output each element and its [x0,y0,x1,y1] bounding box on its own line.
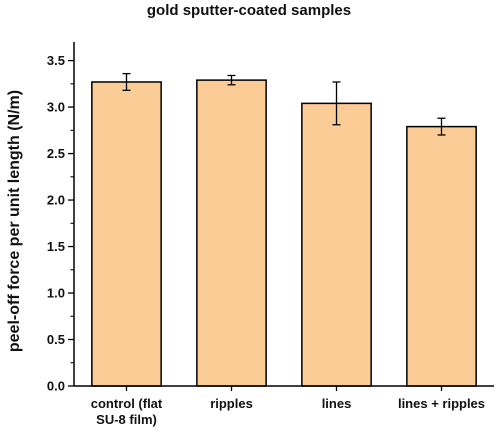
y-axis-title: peel-off force per unit length (N/m) [6,90,23,352]
x-tick-label: SU-8 film) [96,412,157,427]
y-tick-label: 0.5 [47,332,65,347]
y-tick-label: 2.0 [47,193,65,208]
y-tick-label: 3.5 [47,53,65,68]
bar [196,79,267,387]
x-tick-label: ripples [210,396,253,411]
y-tick-label: 0.0 [47,379,65,394]
x-tick-label: lines [322,396,352,411]
y-tick-label: 2.5 [47,146,65,161]
x-tick-label: lines + ripples [398,396,485,411]
y-tick-label: 1.5 [47,239,65,254]
bar [91,81,162,387]
bar [301,102,372,387]
x-tick-label: control (flat [91,396,163,411]
y-tick-label: 3.0 [47,100,65,115]
bar [406,125,477,387]
chart-title: gold sputter-coated samples [146,2,352,19]
y-tick-label: 1.0 [47,286,65,301]
